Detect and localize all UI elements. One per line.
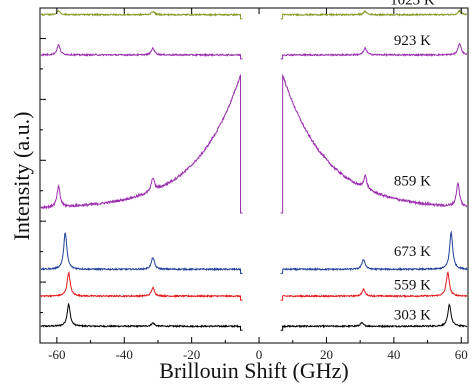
x-tick-label: 60 [455,347,468,362]
spectrum-right [280,303,468,331]
tick-layer: -60 -40 -20 0 20 40 60 [40,7,468,362]
spectrum-right [280,9,468,20]
x-tick-label: -20 [183,347,200,362]
series-label: 859 K [394,174,431,190]
plot-frame [39,7,469,344]
spectrum-left [40,270,243,301]
series-layer [40,9,468,331]
series-label: 923 K [394,33,431,49]
series-923k [40,42,468,60]
spectrum-left [40,9,243,20]
spectrum-right [280,42,468,60]
x-tick-label: 0 [256,347,263,362]
x-tick-label: -60 [48,347,65,362]
x-tick-label: 20 [320,347,333,362]
spectrum-left [40,232,243,274]
spectrum-right [280,230,468,274]
spectrum-right [280,73,468,214]
series-673k [40,230,468,274]
spectrum-right [280,271,468,301]
series-label: 1023 K [390,0,435,9]
spectrum-left [40,43,243,60]
series-1023k [40,9,468,20]
series-label: 673 K [394,244,431,260]
series-label: 303 K [394,308,431,324]
label-layer: 303 K 559 K 673 K 859 K 923 K 1023 K [390,0,435,324]
series-559k [40,270,468,301]
x-tick-label: -40 [116,347,133,362]
spectrum-left [40,74,243,214]
series-859k [40,73,468,214]
x-axis-title: Brillouin Shift (GHz) [159,358,348,383]
series-303k [40,302,468,331]
spectrum-left [40,302,243,331]
x-tick-label: 40 [387,347,400,362]
plot-area [39,7,469,344]
y-axis-title: Intensity (a.u.) [9,112,34,241]
series-label: 559 K [394,277,431,293]
